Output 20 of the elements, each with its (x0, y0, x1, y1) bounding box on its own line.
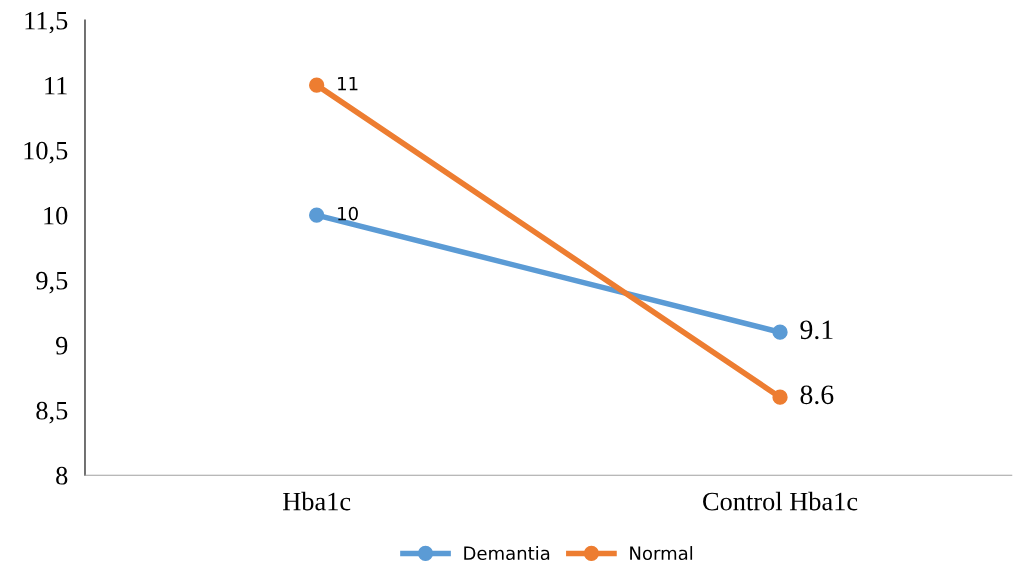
y-tick-label: 9,5 (36, 271, 68, 294)
data-label: 9.1 (800, 320, 833, 340)
point (772, 324, 788, 340)
y-tick-label: 11,5 (25, 11, 68, 34)
x-tick-label: Hba1c (282, 491, 351, 511)
point (772, 389, 788, 405)
legend-label: Normal (630, 546, 693, 561)
y-tick-label: 8 (56, 466, 68, 485)
data-label: 11 (338, 76, 358, 91)
data-label: 8.6 (800, 385, 834, 405)
y-tick-label: 9 (55, 336, 68, 355)
legend-label: Demantia (464, 546, 550, 561)
y-tick-label: 8,5 (36, 401, 68, 424)
point (309, 77, 325, 93)
y-tick-label: 11 (45, 76, 67, 95)
y-tick-label: 10,5 (24, 141, 68, 164)
y-tick-label: 10 (44, 206, 68, 225)
data-label: 10 (338, 206, 358, 221)
x-tick-label: Control Hba1c (703, 491, 858, 511)
point (309, 207, 325, 223)
